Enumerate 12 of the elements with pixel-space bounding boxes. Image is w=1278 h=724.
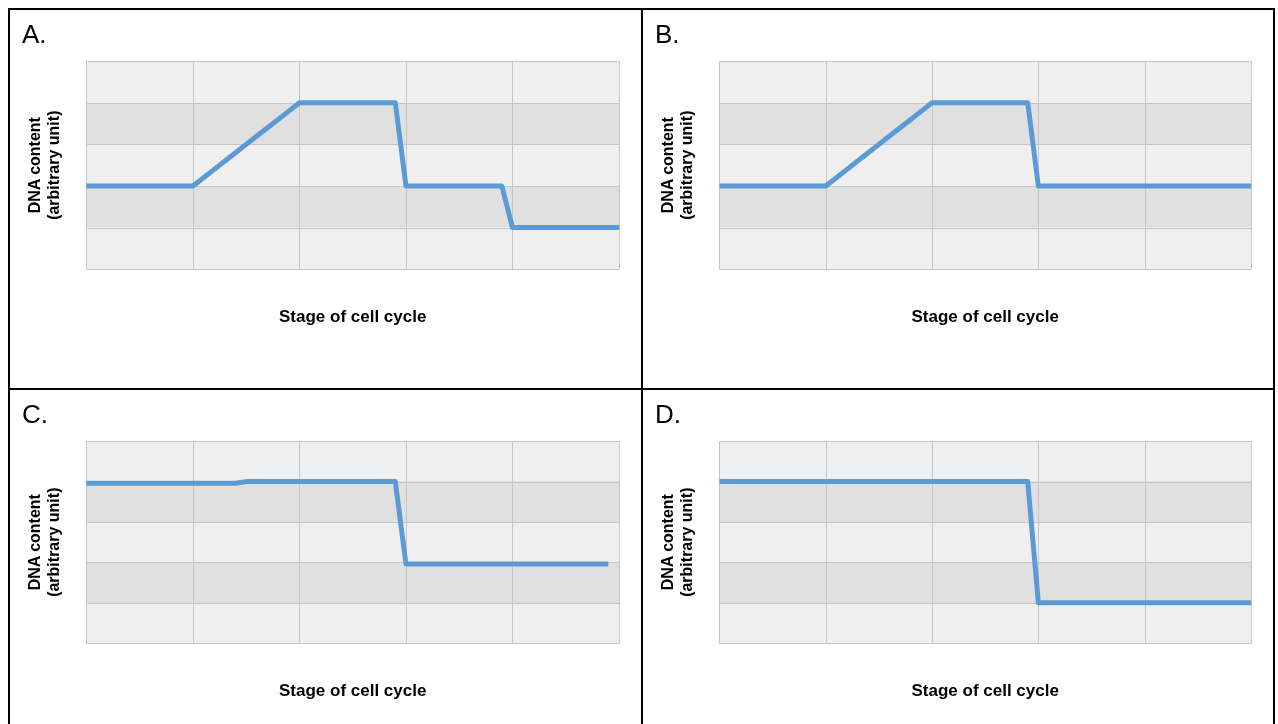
chart-title: C. <box>22 398 48 429</box>
x-axis-title: Stage of cell cycle <box>279 681 427 701</box>
chart-title: D. <box>655 398 681 429</box>
y-axis-title: DNA content (arbitrary unit) <box>26 110 63 220</box>
y-axis-title: DNA content (arbitrary unit) <box>26 487 63 597</box>
chart-title: A. <box>22 18 47 49</box>
chart-title: B. <box>655 18 680 49</box>
x-axis-title: Stage of cell cycle <box>911 307 1059 327</box>
y-axis-title: DNA content (arbitrary unit) <box>659 487 696 597</box>
y-axis-title: DNA content (arbitrary unit) <box>659 110 696 220</box>
x-axis-title: Stage of cell cycle <box>911 681 1059 701</box>
x-axis-title: Stage of cell cycle <box>279 307 427 327</box>
